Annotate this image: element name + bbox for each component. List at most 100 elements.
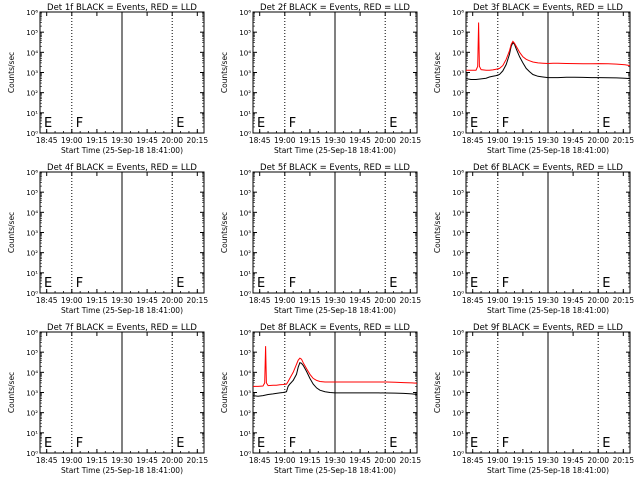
y-axis-label: Counts/sec: [220, 212, 229, 253]
y-tick-label: 10⁰: [452, 450, 464, 458]
chart-title: Det 2f BLACK = Events, RED = LLD: [260, 3, 410, 13]
x-tick-label: 19:15: [86, 136, 108, 145]
y-tick-label: 10⁵: [452, 189, 464, 197]
y-tick-label: 10⁰: [452, 290, 464, 298]
y-tick-label: 10⁰: [452, 130, 464, 138]
x-tick-label: 18:45: [36, 456, 58, 465]
chart-title: Det 6f BLACK = Events, RED = LLD: [473, 163, 623, 173]
y-tick-label: 10²: [26, 410, 38, 418]
marker-label: E: [389, 436, 397, 451]
y-tick-label: 10¹: [452, 110, 464, 118]
x-tick-label: 19:00: [487, 456, 509, 465]
y-tick-label: 10⁵: [239, 189, 251, 197]
y-tick-label: 10²: [26, 90, 38, 98]
y-tick-label: 10¹: [26, 430, 38, 438]
marker-label: E: [176, 116, 184, 131]
marker-label: F: [289, 276, 296, 291]
x-tick-label: 18:45: [462, 456, 484, 465]
marker-label: F: [76, 116, 83, 131]
marker-label: F: [502, 276, 509, 291]
x-tick-label: 20:15: [612, 456, 634, 465]
y-tick-label: 10⁴: [239, 369, 251, 377]
y-tick-label: 10⁰: [26, 290, 38, 298]
marker-label: E: [44, 276, 52, 291]
x-axis-label: Start Time (25-Sep-18 18:41:00): [274, 466, 396, 475]
y-tick-label: 10¹: [239, 110, 251, 118]
y-tick-label: 10¹: [26, 270, 38, 278]
x-tick-label: 19:45: [136, 136, 158, 145]
x-tick-label: 19:45: [349, 136, 371, 145]
chart-title: Det 4f BLACK = Events, RED = LLD: [47, 163, 197, 173]
x-axis-label: Start Time (25-Sep-18 18:41:00): [274, 306, 396, 315]
x-tick-label: 19:45: [562, 456, 584, 465]
y-tick-label: 10³: [239, 230, 251, 238]
chart-title: Det 9f BLACK = Events, RED = LLD: [473, 323, 623, 333]
series-line-1: [252, 362, 418, 397]
y-tick-label: 10⁶: [239, 329, 251, 337]
y-tick-label: 10⁰: [239, 290, 251, 298]
x-tick-label: 19:45: [562, 136, 584, 145]
chart-title: Det 8f BLACK = Events, RED = LLD: [260, 323, 410, 333]
y-tick-label: 10⁶: [239, 9, 251, 17]
y-tick-label: 10⁶: [26, 169, 38, 177]
x-tick-label: 19:30: [537, 296, 559, 305]
y-axis-label: Counts/sec: [433, 212, 442, 253]
marker-label: E: [44, 436, 52, 451]
x-tick-label: 19:45: [136, 456, 158, 465]
series-line-2: [253, 346, 418, 387]
y-tick-label: 10³: [452, 70, 464, 78]
y-tick-label: 10⁴: [26, 369, 38, 377]
x-tick-label: 19:00: [487, 136, 509, 145]
y-tick-label: 10⁴: [239, 209, 251, 217]
y-tick-label: 10⁵: [26, 349, 38, 357]
y-tick-label: 10³: [26, 230, 38, 238]
x-tick-label: 18:45: [36, 296, 58, 305]
x-tick-label: 19:30: [537, 136, 559, 145]
y-tick-label: 10²: [452, 250, 464, 258]
y-tick-label: 10⁰: [239, 450, 251, 458]
x-axis-label: Start Time (25-Sep-18 18:41:00): [274, 146, 396, 155]
x-tick-label: 19:15: [512, 456, 534, 465]
chart-title: Det 3f BLACK = Events, RED = LLD: [473, 3, 623, 13]
x-tick-label: 20:15: [612, 296, 634, 305]
x-tick-label: 19:00: [61, 296, 83, 305]
x-tick-label: 19:30: [111, 296, 133, 305]
x-axis-label: Start Time (25-Sep-18 18:41:00): [61, 466, 183, 475]
y-tick-label: 10⁰: [26, 130, 38, 138]
x-tick-label: 18:45: [249, 456, 271, 465]
x-tick-label: 20:15: [399, 136, 421, 145]
x-tick-label: 20:15: [399, 296, 421, 305]
y-tick-label: 10⁵: [26, 29, 38, 37]
x-tick-label: 19:30: [537, 456, 559, 465]
marker-label: E: [257, 436, 265, 451]
series-line-2: [466, 22, 631, 71]
y-tick-label: 10²: [239, 250, 251, 258]
x-tick-label: 19:00: [274, 296, 296, 305]
y-tick-label: 10⁵: [26, 189, 38, 197]
x-tick-label: 20:00: [374, 456, 396, 465]
x-tick-label: 19:45: [349, 296, 371, 305]
x-tick-label: 19:45: [136, 296, 158, 305]
y-tick-label: 10²: [239, 90, 251, 98]
x-tick-label: 20:00: [161, 136, 183, 145]
y-tick-label: 10⁵: [452, 349, 464, 357]
marker-label: F: [76, 276, 83, 291]
y-tick-label: 10³: [239, 390, 251, 398]
x-tick-label: 19:30: [324, 296, 346, 305]
y-tick-label: 10¹: [239, 430, 251, 438]
marker-label: F: [76, 436, 83, 451]
y-axis-label: Counts/sec: [7, 52, 16, 93]
x-tick-label: 19:00: [61, 136, 83, 145]
y-tick-label: 10⁴: [452, 369, 464, 377]
marker-label: E: [602, 436, 610, 451]
y-tick-label: 10⁴: [239, 49, 251, 57]
y-tick-label: 10⁴: [26, 49, 38, 57]
y-tick-label: 10²: [452, 410, 464, 418]
y-tick-label: 10³: [239, 70, 251, 78]
y-tick-label: 10⁵: [452, 29, 464, 37]
